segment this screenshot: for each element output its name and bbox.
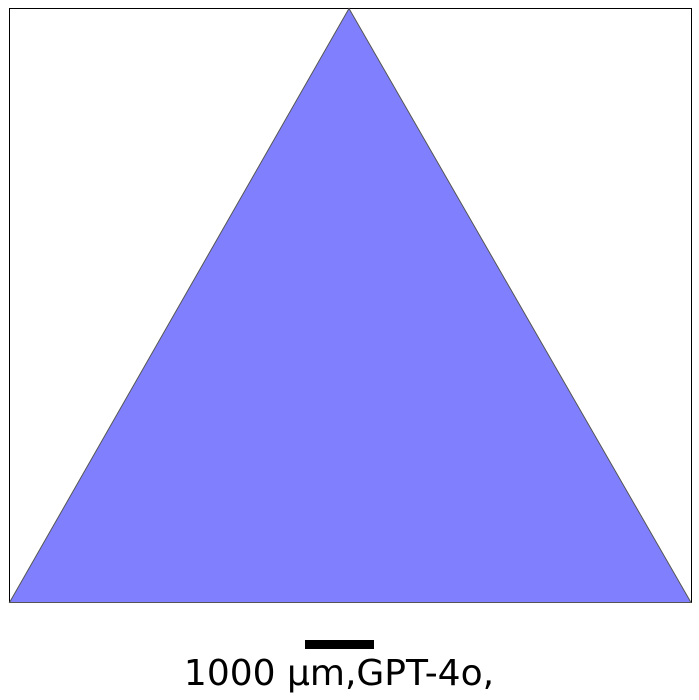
scale-bar [305, 640, 374, 649]
caption: 1000 µm,GPT-4o, [184, 653, 494, 694]
triangle [8, 7, 692, 603]
